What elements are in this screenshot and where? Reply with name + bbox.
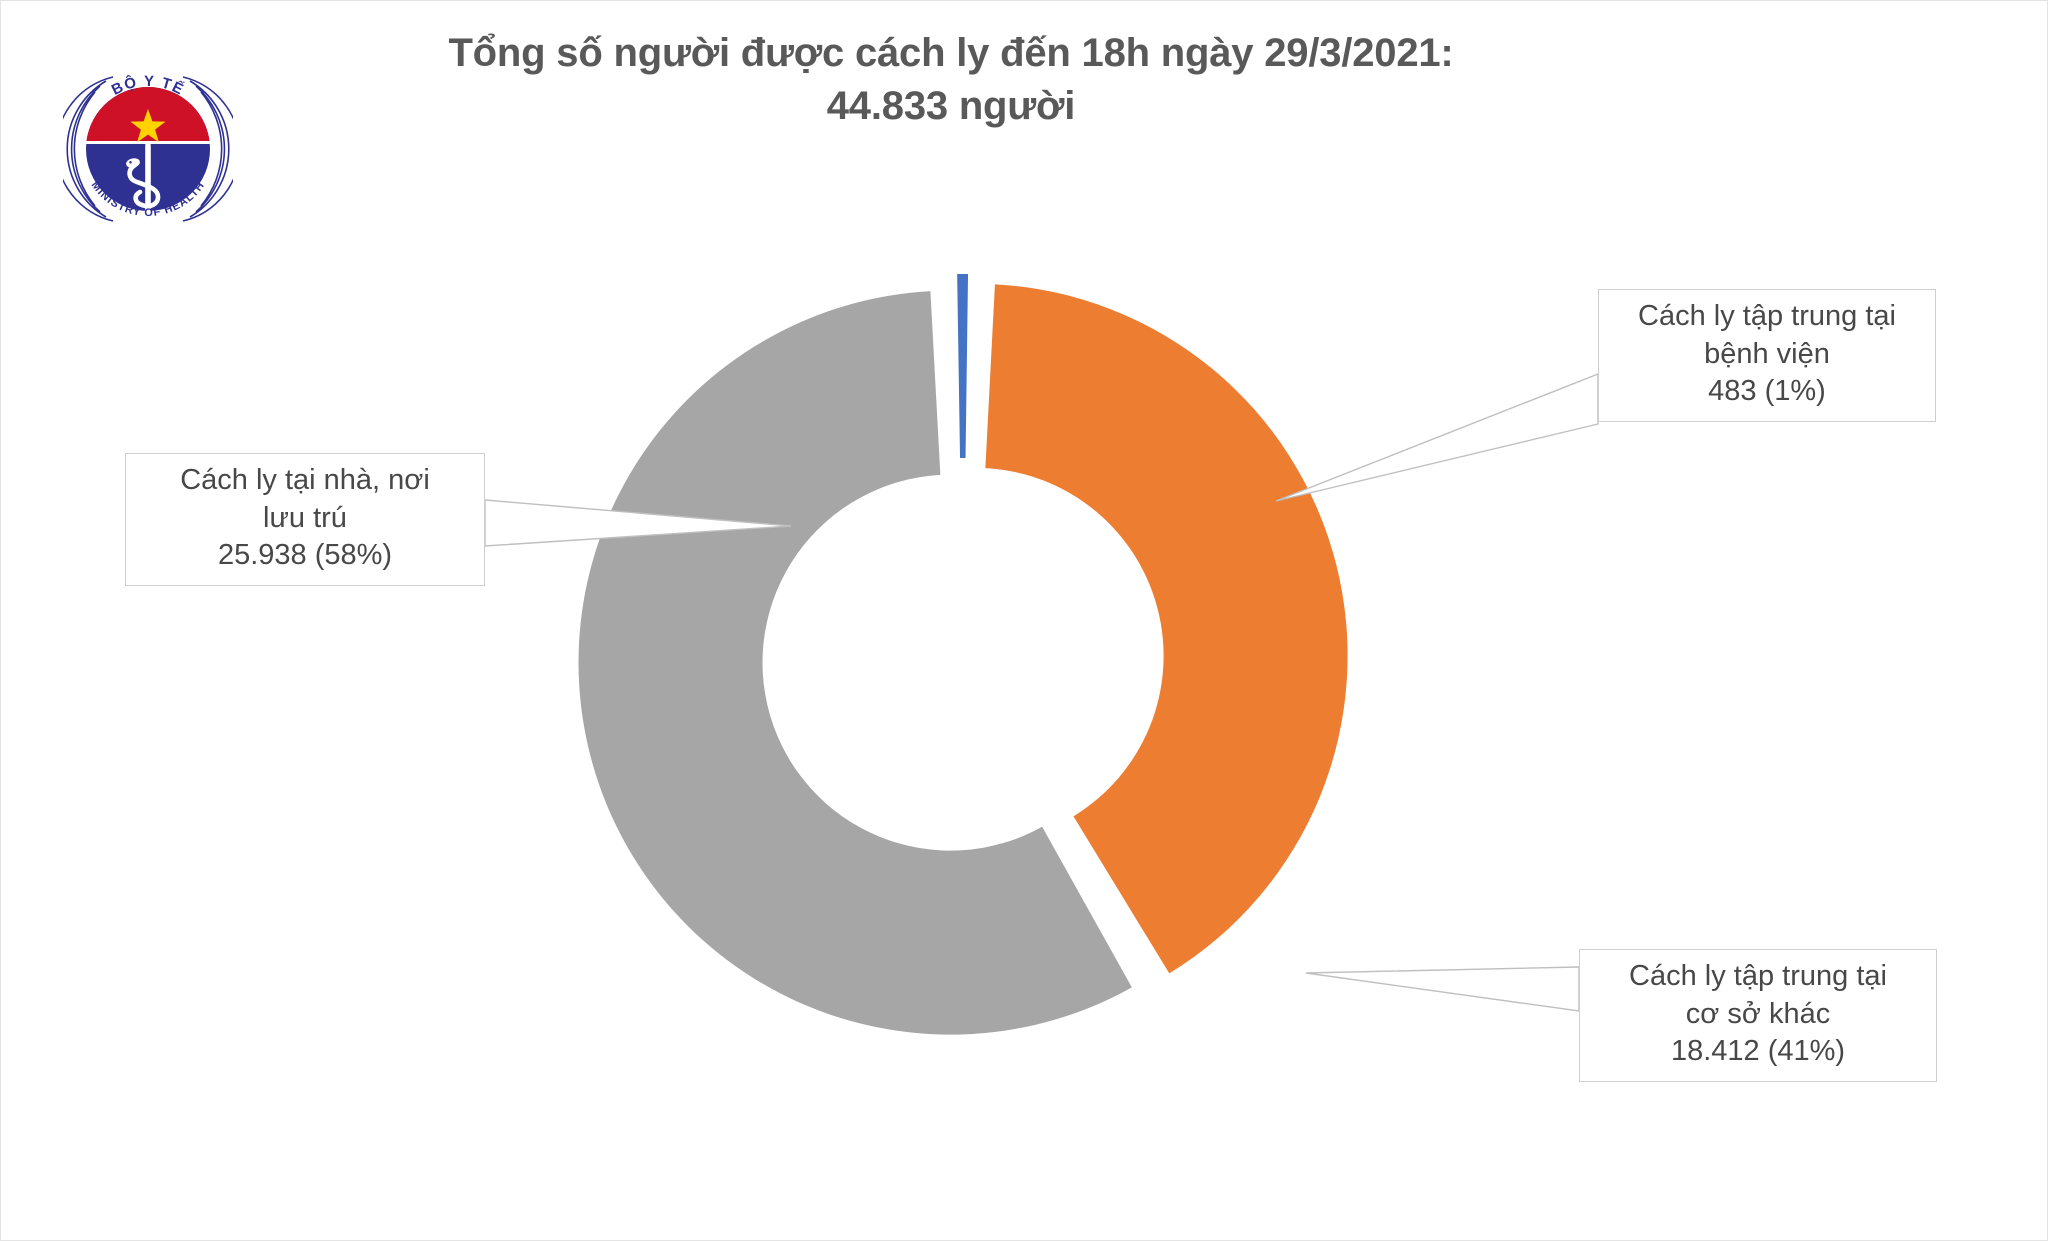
leader-line-hospital-quarantine bbox=[1275, 372, 1599, 502]
leader-lines bbox=[484, 372, 1599, 1012]
slice-label-other-line-2: cơ sở khác bbox=[1685, 997, 1831, 1030]
slice-label-hospital-line-2: bệnh viện bbox=[1704, 337, 1830, 370]
doughnut-slice[interactable] bbox=[578, 291, 1132, 1035]
slice-label-hospital-value: 483 (1%) bbox=[1708, 375, 1826, 408]
page-title-line-1: Tổng số người được cách ly đến 18h ngày … bbox=[448, 31, 1454, 75]
moh-emblem-icon: BỘ Y TẾ MINISTRY OF HEALTH bbox=[55, 73, 241, 222]
doughnut-slices bbox=[578, 274, 1348, 1035]
page-title: Tổng số người được cách ly đến 18h ngày … bbox=[301, 27, 1601, 133]
ministry-of-health-logo: BỘ Y TẾ MINISTRY OF HEALTH bbox=[55, 53, 241, 233]
slice-label-home-line-1: Cách ly tại nhà, nơi bbox=[180, 464, 430, 496]
leader-line-other-facility-quarantine bbox=[1305, 966, 1580, 1012]
page-title-line-2: 44.833 người bbox=[826, 84, 1076, 129]
slice-label-home-line-2: lưu trú bbox=[263, 501, 347, 534]
leader-line-home-quarantine bbox=[484, 499, 792, 547]
slice-label-other-value: 18.412 (41%) bbox=[1670, 1035, 1846, 1068]
doughnut-slice[interactable] bbox=[957, 274, 969, 459]
slice-label-hospital-line-1: Cách ly tập trung tại bbox=[1638, 300, 1896, 332]
doughnut-slice[interactable] bbox=[985, 284, 1348, 974]
slice-label-other-facility-quarantine[interactable]: Cách ly tập trung tại cơ sở khác 18.412 … bbox=[1579, 949, 1937, 1083]
slice-label-hospital-quarantine[interactable]: Cách ly tập trung tại bệnh viện 483 (1%) bbox=[1598, 289, 1936, 423]
slice-label-home-value: 25.938 (58%) bbox=[217, 539, 393, 572]
slice-label-other-line-1: Cách ly tập trung tại bbox=[1629, 960, 1887, 992]
slice-label-home-quarantine[interactable]: Cách ly tại nhà, nơi lưu trú 25.938 (58%… bbox=[125, 453, 485, 587]
